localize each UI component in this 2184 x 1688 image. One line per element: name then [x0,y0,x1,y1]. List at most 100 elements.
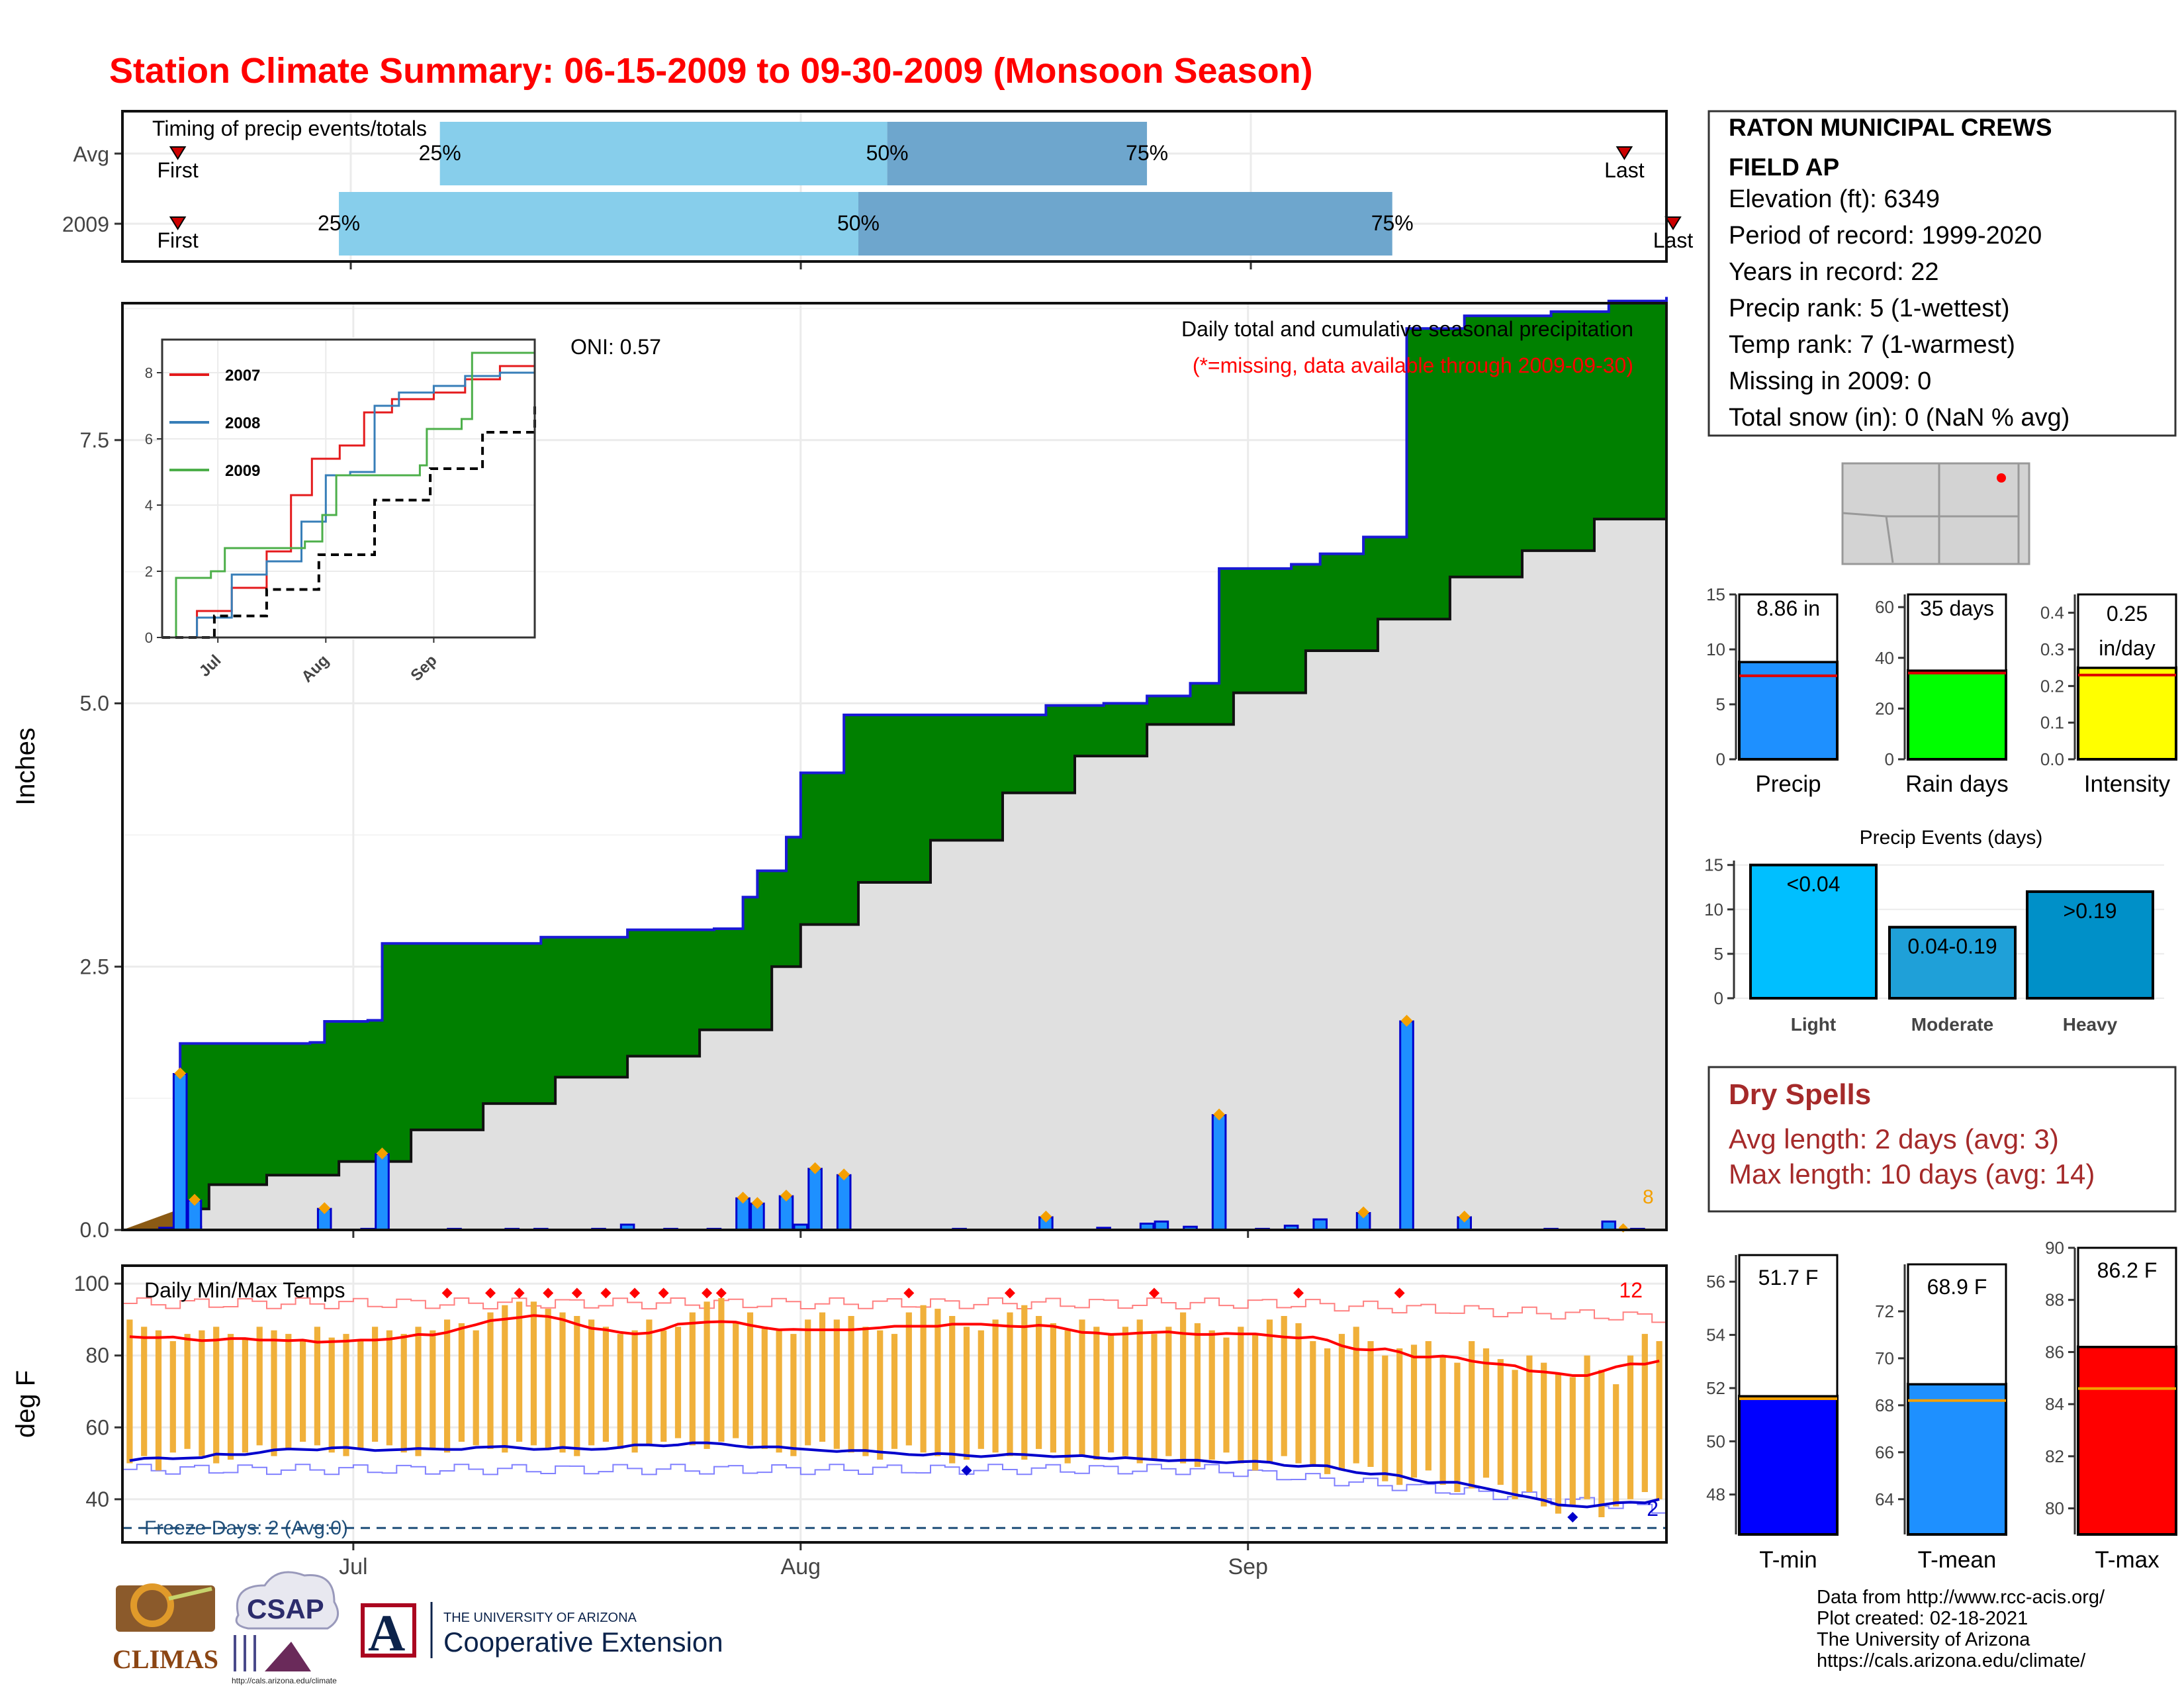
temp-summary-y-tick-label: 88 [2045,1290,2064,1310]
daily-temp-bar [1569,1377,1576,1507]
daily-temp-bar [776,1330,782,1453]
record-high-marker [514,1288,525,1299]
temp-summary-bar-2 [2077,1345,2177,1536]
daily-precip-bar [172,1073,188,1231]
daily-temp-bar [1310,1341,1316,1467]
daily-temp-bar [1093,1327,1100,1460]
temp-plot-border [121,1264,1668,1544]
summary-precip-bar-0 [1738,660,1839,761]
daily-temp-bar [1382,1355,1388,1481]
daily-temp-bar [761,1327,768,1449]
daily-temp-bar [1439,1355,1446,1485]
daily-temp-bar [1396,1348,1403,1485]
daily-temp-bar [891,1334,898,1449]
daily-temp-bar [689,1312,696,1446]
precip-annotation-missing: (*=missing, data available through 2009-… [1193,353,1633,377]
daily-temp-bar [430,1330,436,1449]
daily-temp-bar [1266,1319,1273,1464]
temp-summary-y-tick-label: 66 [1875,1442,1894,1462]
daily-temp-bar [1208,1330,1215,1460]
daily-temp-bar [487,1312,494,1449]
timing-last-label: Last [1604,158,1645,182]
daily-temp-bar [1598,1370,1605,1517]
daily-temp-bar [300,1341,306,1442]
daily-temp-bar [155,1330,162,1471]
inset-legend-label: 2008 [225,414,260,432]
timing-last-marker [1615,146,1633,160]
timing-bar-50-75 [858,192,1392,256]
precip-events-title: Precip Events (days) [1860,827,2043,849]
daily-temp-bar [242,1337,248,1453]
daily-temp-bar [314,1327,320,1446]
temp-summary-label-box [2077,1246,2177,1348]
daily-temp-bar [1180,1312,1187,1464]
record-low-marker [1567,1512,1578,1523]
temp-x-tick-label: Aug [781,1554,821,1579]
temp-summary-category: T-max [2095,1547,2160,1573]
daily-temp-bar [328,1337,335,1453]
daily-temp-bar [819,1312,826,1442]
timing-bar-50-75 [887,122,1148,185]
footer-line1: Data from http://www.rcc-acis.org/ [1817,1587,2105,1608]
daily-temp-bar [1007,1312,1013,1456]
page-title: Station Climate Summary: 06-15-2009 to 0… [109,51,1313,91]
daily-temp-bar [1036,1316,1042,1449]
precip-event-marker [189,1194,201,1206]
daily-temp-bar [718,1297,725,1442]
csap-url: http://cals.arizona.edu/climate [232,1676,337,1685]
daily-temp-bar [357,1341,364,1449]
ua-logo-line1: THE UNIVERSITY OF ARIZONA [443,1611,637,1625]
precip-panel: 0.0 2.5 5.0 7.5 Daily total and cumulative s… [11,297,1668,1242]
record-high-marker [1148,1288,1160,1299]
ua-logo: A THE UNIVERSITY OF ARIZONA Cooperative … [361,1602,723,1662]
temp-summary-value-label: 51.7 F [1758,1266,1819,1289]
temp-summary-label-box [1907,1263,2007,1385]
timing-p25-label: 25% [419,141,461,165]
oni-label: ONI: 0.57 [570,335,661,359]
temp-y-tick-label: 80 [85,1344,109,1368]
temp-x-tick-label: Sep [1228,1554,1268,1579]
inset-series-2009 [162,343,536,639]
inset-border [161,338,536,639]
timing-p50-label: 50% [837,211,880,235]
precip-y-tick-label: 5.0 [80,692,109,716]
daily-temp-bar [1526,1355,1533,1492]
daily-precip-bar [807,1168,823,1231]
precip-event-marker [809,1162,821,1174]
daily-temp-bar [1194,1323,1201,1467]
record-high-marker [543,1288,554,1299]
daily-temp-bar [444,1319,451,1453]
daily-temp-bar [1295,1323,1302,1464]
daily-temp-bar [502,1305,508,1453]
daily-temp-bar [1165,1327,1172,1456]
timing-p25-label: 25% [318,211,360,235]
precip-events-y-tick-label: 0 [1714,988,1723,1008]
daily-temp-bar [1021,1305,1028,1460]
inset-series-2008 [162,371,535,639]
precip-y-tick-label: 7.5 [80,428,109,452]
temp-summary-bar-0 [1738,1395,1839,1536]
summary-precip-y-tick-label: 0.1 [2040,713,2064,733]
timing-title: Timing of precip events/totals [152,117,427,140]
climas-logo: CLIMAS [113,1583,218,1674]
record-high-marker [441,1288,453,1299]
csap-logo: CSAP http://cals.arizona.edu/climate [232,1571,340,1685]
inset-y-tick-label: 0 [145,630,153,646]
right-column: RATON MUNICIPAL CREWS FIELD AP Elevation (… [1704,110,2177,1573]
daily-temp-bar [963,1327,970,1460]
temp-max-record-line [122,1297,1666,1323]
daily-precip-bar [1399,1020,1414,1231]
ua-logo-mark: A [368,1604,405,1662]
record-low-marker [961,1465,972,1476]
temp-min-count: 2 [1647,1497,1659,1521]
footer-line2: Plot created: 02-18-2021 [1817,1608,2028,1629]
precip-event-marker [174,1067,187,1080]
precip-event-marker [838,1168,850,1181]
cumulative-avg-area [122,492,1666,1230]
temp-summary-value-label: 68.9 F [1927,1275,1987,1299]
daily-temp-bar [1425,1341,1432,1471]
daily-temp-bar [704,1301,710,1449]
timing-first-marker [169,216,187,230]
temp-panel: 40 60 80 100 Jul Aug Sep Daily Min/Max Temps Fre… [11,1264,1668,1579]
station-precip-rank: Precip rank: 5 (1-wettest) [1729,295,2009,322]
